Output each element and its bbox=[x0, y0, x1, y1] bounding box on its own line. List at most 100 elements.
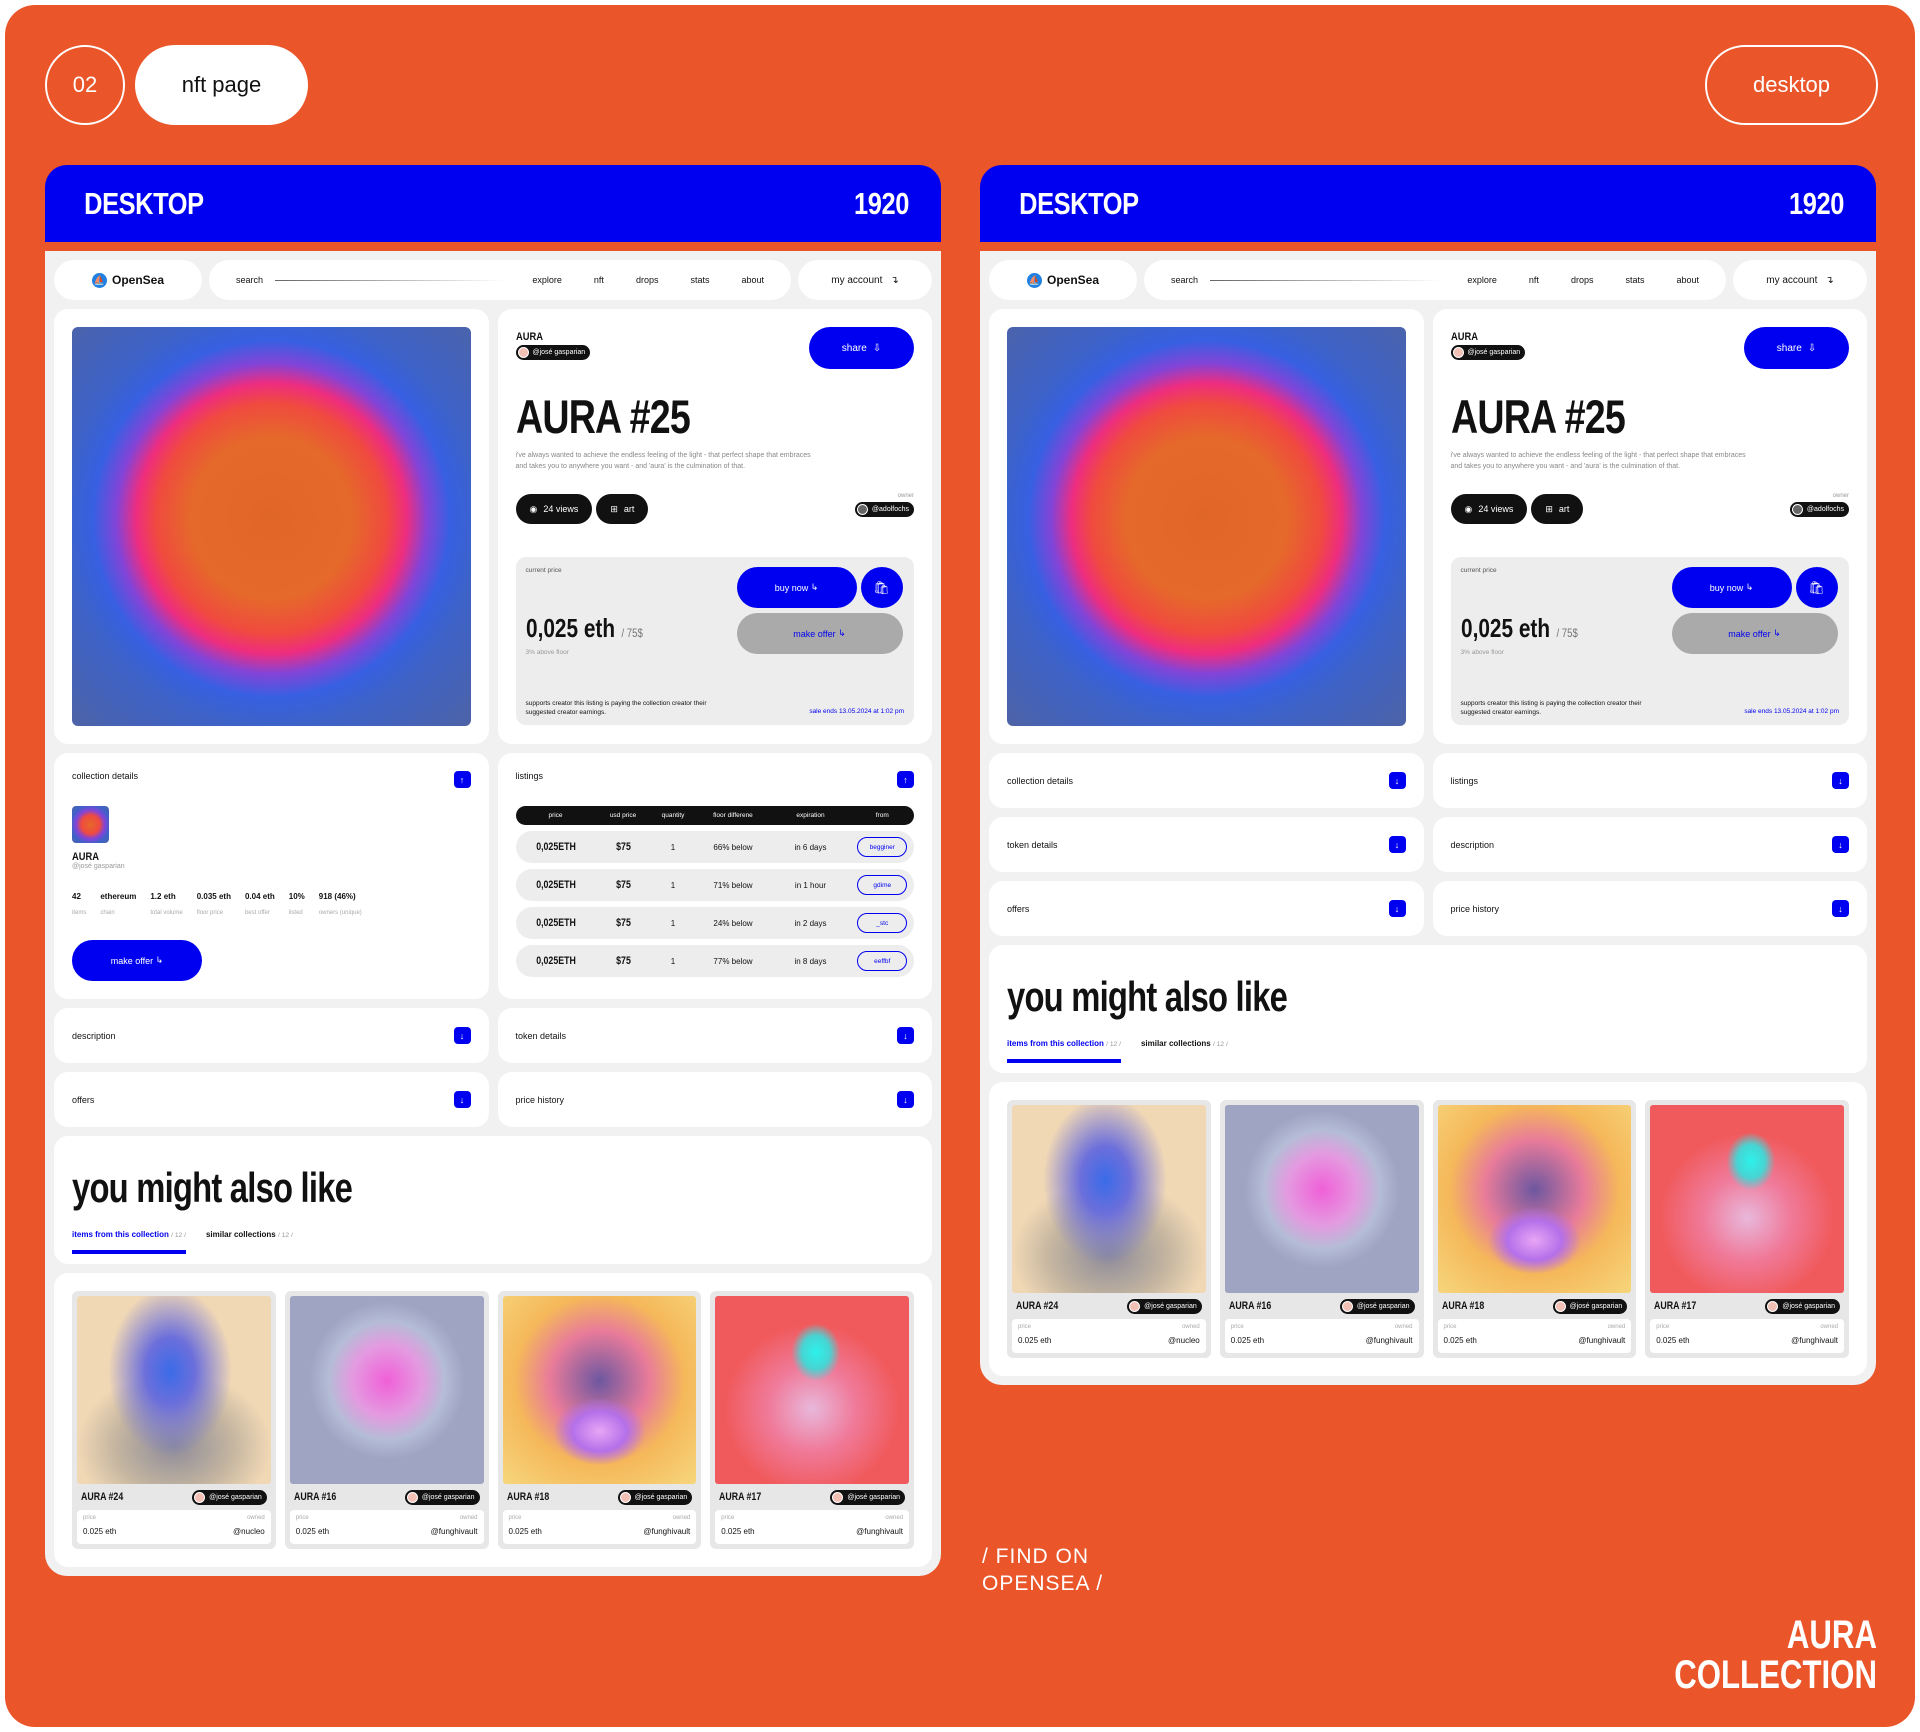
arrow-down-icon[interactable]: ↓ bbox=[1832, 900, 1849, 917]
accordion-description[interactable]: description ↓ bbox=[1432, 817, 1867, 872]
nav-link-about[interactable]: about bbox=[1676, 275, 1699, 285]
nft-title: AURA #25 bbox=[1450, 390, 1626, 443]
arrow-down-icon[interactable]: ↓ bbox=[1832, 836, 1849, 853]
cell: 1 bbox=[670, 842, 676, 852]
nav-link-stats[interactable]: stats bbox=[690, 275, 710, 285]
arrow-up-icon[interactable]: ↑ bbox=[897, 771, 914, 788]
collection-name[interactable]: AURA bbox=[1450, 331, 1478, 343]
accordion-description[interactable]: description ↓ bbox=[54, 1008, 489, 1063]
also-like-section: you might also like items from this coll… bbox=[54, 1136, 932, 1264]
nft-card[interactable]: AURA #17 @josé gasparian price 0.025 eth own… bbox=[1645, 1100, 1849, 1358]
nft-card[interactable]: AURA #24 @josé gasparian price 0.025 eth own… bbox=[72, 1291, 276, 1549]
nft-card[interactable]: AURA #18 @josé gasparian price 0.025 eth own… bbox=[497, 1291, 702, 1549]
arrow-down-icon[interactable]: ↓ bbox=[1388, 836, 1406, 853]
creator-tag[interactable]: @josé gasparian bbox=[192, 1489, 267, 1505]
logo[interactable]: ⛵ OpenSea bbox=[989, 260, 1137, 300]
search-input[interactable]: search bbox=[236, 275, 264, 285]
collection-name[interactable]: AURA bbox=[515, 331, 543, 343]
tab-similar-collections[interactable]: similar collections / 12 / bbox=[1141, 1039, 1228, 1063]
nav-link-nft[interactable]: nft bbox=[1528, 275, 1539, 285]
tab-items-collection[interactable]: items from this collection / 12 / bbox=[72, 1230, 186, 1254]
nav-link-explore[interactable]: explore bbox=[1467, 275, 1497, 285]
accordion-collection-details[interactable]: collection details ↓ bbox=[989, 753, 1424, 808]
accordion-price-history[interactable]: price history ↓ bbox=[497, 1072, 932, 1127]
search-bar[interactable]: search explore nft drops stats about bbox=[1144, 260, 1726, 300]
creator-tag[interactable]: @josé gasparian bbox=[1339, 1298, 1415, 1314]
floor-diff: 3% above floor bbox=[525, 649, 569, 656]
arrow-up-icon[interactable]: ↑ bbox=[453, 771, 471, 788]
owner-tag[interactable]: @adolfochs bbox=[854, 502, 914, 517]
accordion-token-details[interactable]: token details ↓ bbox=[497, 1008, 932, 1063]
nft-name: AURA #18 bbox=[506, 1491, 549, 1503]
category-chip[interactable]: ⊞ art bbox=[1531, 494, 1584, 524]
accordion-price-history[interactable]: price history ↓ bbox=[1432, 881, 1867, 936]
nft-card[interactable]: AURA #24 @josé gasparian price 0.025 eth own… bbox=[1007, 1100, 1211, 1358]
mode-label: desktop bbox=[1705, 45, 1878, 125]
account-button[interactable]: my account ↴ bbox=[1733, 260, 1867, 300]
make-offer-button[interactable]: make offer ↳ bbox=[736, 613, 903, 654]
stat-value: 42 bbox=[72, 892, 81, 901]
nav-link-nft[interactable]: nft bbox=[593, 275, 604, 285]
make-offer-button[interactable]: make offer ↳ bbox=[1671, 613, 1838, 654]
nft-card[interactable]: AURA #17 @josé gasparian price 0.025 eth own… bbox=[710, 1291, 914, 1549]
cart-icon[interactable]: 🛍 bbox=[1795, 567, 1838, 608]
from-user-button[interactable]: eeffbf bbox=[857, 951, 908, 971]
share-button[interactable]: share ⇩ bbox=[1744, 327, 1849, 369]
arrow-down-icon[interactable]: ↓ bbox=[897, 1027, 914, 1044]
cell: 0,025ETH bbox=[535, 917, 576, 929]
nft-card[interactable]: AURA #18 @josé gasparian price 0.025 eth own… bbox=[1432, 1100, 1637, 1358]
creator-tag[interactable]: @josé gasparian bbox=[1765, 1298, 1840, 1314]
creator-tag[interactable]: @josé gasparian bbox=[1127, 1298, 1202, 1314]
owner-name: @nucleo bbox=[1168, 1336, 1200, 1345]
cart-icon[interactable]: 🛍 bbox=[860, 567, 903, 608]
creator-tag[interactable]: @josé gasparian bbox=[404, 1489, 480, 1505]
search-input[interactable]: search bbox=[1171, 275, 1199, 285]
accordion-offers[interactable]: offers ↓ bbox=[54, 1072, 489, 1127]
accordion-label: description bbox=[1450, 839, 1495, 850]
owner-tag[interactable]: @adolfochs bbox=[1789, 502, 1849, 517]
arrow-down-icon[interactable]: ↓ bbox=[1388, 772, 1406, 789]
nav-link-drops[interactable]: drops bbox=[1570, 275, 1594, 285]
arrow-down-icon[interactable]: ↓ bbox=[1832, 772, 1849, 789]
creator-tag[interactable]: @josé gasparian bbox=[1450, 345, 1526, 360]
creator-tag[interactable]: @josé gasparian bbox=[617, 1489, 693, 1505]
find-on-opensea[interactable]: / FIND ON OPENSEA / bbox=[982, 1543, 1103, 1597]
arrow-down-icon[interactable]: ↓ bbox=[897, 1091, 914, 1108]
arrow-down-icon[interactable]: ↓ bbox=[1388, 900, 1406, 917]
col-qty: quantity bbox=[661, 812, 685, 819]
cell: 24% below bbox=[713, 918, 753, 928]
nav-link-explore[interactable]: explore bbox=[532, 275, 562, 285]
accordion-offers[interactable]: offers ↓ bbox=[989, 881, 1424, 936]
collection-offer-button[interactable]: make offer ↳ bbox=[72, 940, 202, 981]
nav-link-stats[interactable]: stats bbox=[1625, 275, 1645, 285]
buy-now-button[interactable]: buy now ↳ bbox=[1671, 567, 1792, 608]
accordion-listings[interactable]: listings ↓ bbox=[1432, 753, 1867, 808]
logo[interactable]: ⛵ OpenSea bbox=[54, 260, 202, 300]
col-usd: usd price bbox=[609, 812, 637, 819]
search-bar[interactable]: search explore nft drops stats about bbox=[209, 260, 791, 300]
nft-card[interactable]: AURA #16 @josé gasparian price 0.025 eth own… bbox=[284, 1291, 489, 1549]
creator-tag[interactable]: @josé gasparian bbox=[515, 345, 591, 360]
from-user-button[interactable]: _stc bbox=[857, 913, 908, 933]
arrow-down-icon[interactable]: ↓ bbox=[453, 1091, 471, 1108]
accordion-token-details[interactable]: token details ↓ bbox=[989, 817, 1424, 872]
tab-items-collection[interactable]: items from this collection / 12 / bbox=[1007, 1039, 1121, 1063]
nft-card[interactable]: AURA #16 @josé gasparian price 0.025 eth own… bbox=[1219, 1100, 1424, 1358]
stat-value: ethereum bbox=[100, 892, 137, 901]
creator-name: @josé gasparian bbox=[1144, 1302, 1197, 1310]
category-chip[interactable]: ⊞ art bbox=[596, 494, 649, 524]
share-button[interactable]: share ⇩ bbox=[809, 327, 914, 369]
eth-price: 0,025 eth bbox=[525, 613, 615, 643]
page-frame: ⛵ OpenSea search explore nft drops stats … bbox=[45, 251, 941, 1576]
account-button[interactable]: my account ↴ bbox=[798, 260, 932, 300]
from-user-button[interactable]: begginer bbox=[857, 837, 908, 857]
buy-now-button[interactable]: buy now ↳ bbox=[736, 567, 857, 608]
nav-link-drops[interactable]: drops bbox=[635, 275, 659, 285]
opensea-icon: ⛵ bbox=[1026, 272, 1042, 288]
arrow-down-icon[interactable]: ↓ bbox=[453, 1027, 471, 1044]
creator-tag[interactable]: @josé gasparian bbox=[830, 1489, 905, 1505]
nav-link-about[interactable]: about bbox=[741, 275, 764, 285]
tab-similar-collections[interactable]: similar collections / 12 / bbox=[206, 1230, 293, 1254]
from-user-button[interactable]: gdime bbox=[857, 875, 908, 895]
creator-tag[interactable]: @josé gasparian bbox=[1552, 1298, 1628, 1314]
